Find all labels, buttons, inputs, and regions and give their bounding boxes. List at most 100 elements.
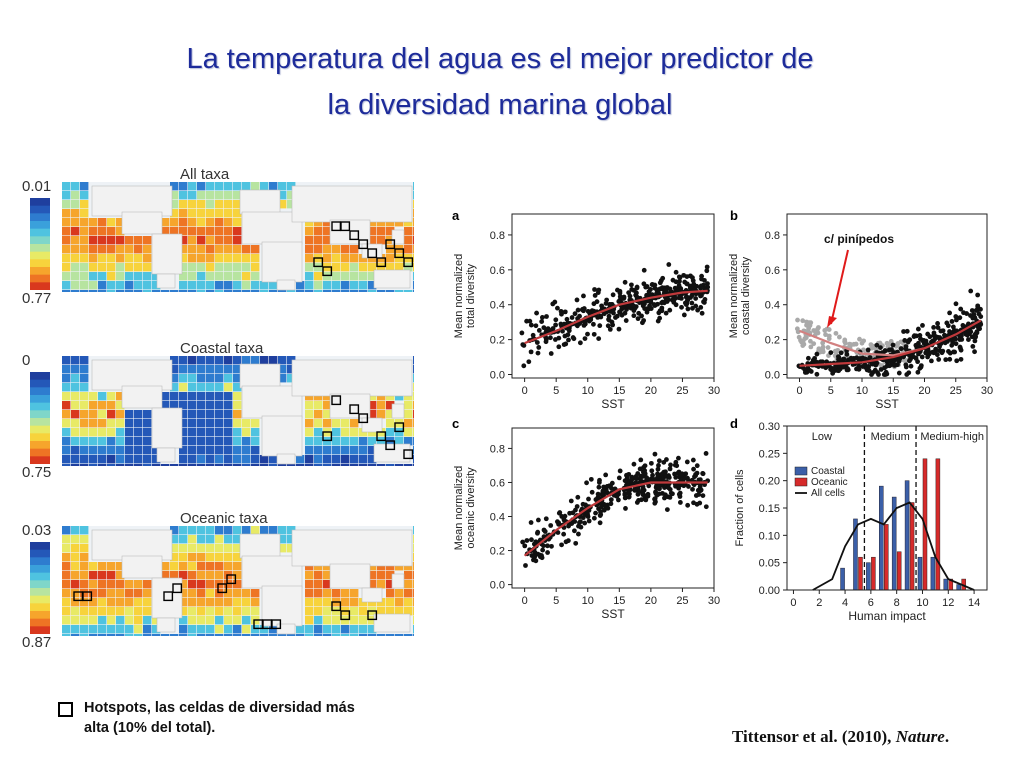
data-point — [664, 507, 670, 512]
data-point — [966, 337, 971, 342]
map-cell — [62, 535, 71, 544]
map-cell — [71, 410, 80, 419]
data-point — [676, 491, 682, 497]
map-cell — [179, 598, 188, 607]
map-cell — [368, 616, 377, 625]
land-mass — [91, 359, 173, 391]
map-cell — [233, 392, 242, 401]
map-cell — [116, 580, 125, 589]
x-tick-label: 2 — [816, 597, 822, 609]
map-cell — [206, 553, 215, 562]
y-tick-label: 0.2 — [765, 335, 780, 347]
bar-oceanic — [871, 556, 876, 591]
map-cell — [107, 571, 116, 580]
gray-point — [800, 343, 806, 348]
map-cell — [350, 437, 359, 446]
map-cell — [71, 383, 80, 392]
y-tick-label: 0.0 — [765, 370, 780, 382]
data-point — [679, 304, 684, 310]
map-cell — [224, 553, 233, 562]
map-cell — [305, 227, 314, 236]
map-cell — [179, 446, 188, 455]
map-cell — [251, 625, 260, 634]
x-tick-label: 10 — [582, 595, 594, 607]
data-point — [565, 538, 571, 544]
map-cell — [188, 598, 197, 607]
data-point — [655, 466, 661, 472]
map-cell — [107, 281, 116, 290]
data-point — [607, 326, 613, 332]
map-cell — [98, 598, 107, 607]
map-cell — [188, 464, 197, 466]
map-cell — [224, 236, 233, 245]
map-cell — [314, 589, 323, 598]
map-cell — [188, 544, 197, 553]
map-cell — [188, 365, 197, 374]
data-point — [555, 305, 560, 311]
map-cell — [413, 419, 414, 428]
data-point — [947, 329, 952, 334]
land-mass — [239, 363, 281, 389]
data-point — [910, 353, 916, 358]
data-point — [631, 303, 636, 309]
colorbar-segment — [30, 433, 50, 442]
map-cell — [206, 281, 215, 290]
map-cell — [251, 419, 260, 428]
map-cell — [125, 236, 134, 245]
x-tick-label: 25 — [676, 385, 688, 397]
map-cell — [242, 589, 251, 598]
map-cell — [107, 419, 116, 428]
data-point — [631, 461, 637, 467]
map-cell — [332, 616, 341, 625]
map-cell — [80, 464, 89, 466]
data-point — [671, 299, 677, 305]
map-cell — [143, 419, 152, 428]
map-cell — [368, 571, 377, 580]
map-cell — [197, 191, 206, 200]
map-cell — [332, 607, 341, 616]
map-cell — [188, 616, 197, 625]
data-point — [597, 323, 603, 329]
data-point — [874, 342, 880, 348]
data-point — [923, 340, 929, 346]
data-point — [957, 337, 963, 342]
map-cell — [116, 562, 125, 571]
data-point — [660, 275, 666, 281]
y-tick-label: 0.4 — [490, 300, 505, 312]
map-cell — [233, 245, 242, 254]
map-cell — [80, 634, 89, 636]
map-cell — [215, 236, 224, 245]
land-mass — [151, 233, 183, 275]
map-cell — [116, 245, 125, 254]
colorbar-segment — [30, 379, 50, 388]
map-cell — [341, 254, 350, 263]
map-cell — [71, 401, 80, 410]
map-cell — [206, 419, 215, 428]
map-cell — [341, 616, 350, 625]
map-cell — [134, 598, 143, 607]
map-cell — [170, 182, 179, 191]
map-cell — [134, 607, 143, 616]
map-cell — [197, 410, 206, 419]
map-cell — [179, 428, 188, 437]
map-cell — [161, 392, 170, 401]
data-point — [535, 517, 541, 523]
data-point — [581, 293, 586, 299]
map-cell — [215, 365, 224, 374]
data-point — [652, 451, 658, 457]
map-cell — [71, 544, 80, 553]
map-cell — [206, 383, 215, 392]
map-cell — [404, 589, 413, 598]
map-cell — [134, 272, 143, 281]
map-cell — [80, 254, 89, 263]
map-cell — [377, 580, 386, 589]
hotspot-cell — [403, 449, 414, 460]
map-cell — [134, 437, 143, 446]
map-cell — [233, 571, 242, 580]
bar-coastal — [930, 556, 936, 591]
map-cell — [206, 625, 215, 634]
map-cell — [287, 191, 296, 200]
map-cell — [233, 419, 242, 428]
y-tick-label: 0.4 — [490, 512, 505, 524]
